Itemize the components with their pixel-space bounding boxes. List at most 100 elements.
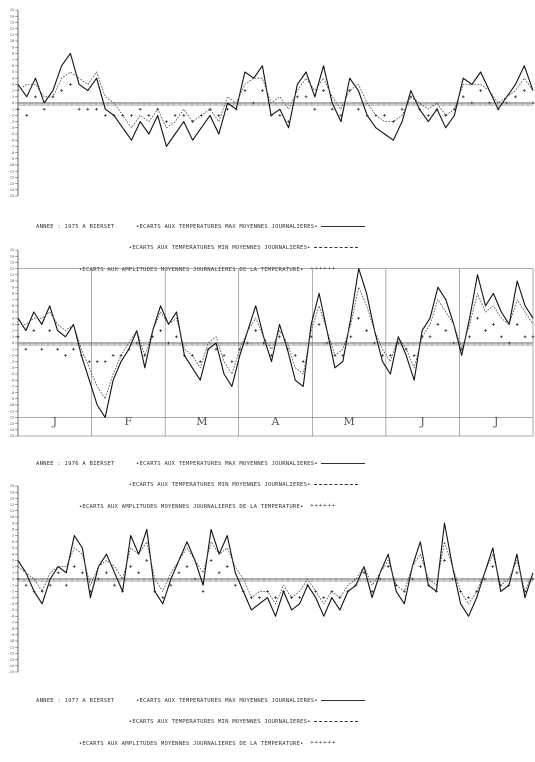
y-tick-label: -14: [8, 188, 14, 192]
amplitude-point: [365, 114, 369, 117]
series-max-line: [17, 522, 534, 617]
amplitude-point: [418, 107, 421, 111]
y-tick-label: 12: [10, 503, 14, 507]
amplitude-point: [262, 341, 266, 345]
y-tick-label: -5: [10, 372, 14, 376]
amplitude-point: [374, 114, 378, 117]
amplitude-point: [507, 341, 511, 345]
y-tick-label: -11: [8, 169, 14, 173]
y-tick-label: -9: [10, 633, 14, 637]
amplitude-point: [453, 107, 456, 111]
amplitude-point: [169, 583, 173, 587]
amplitude-point: [161, 596, 165, 599]
amplitude-point: [270, 354, 273, 357]
amplitude-point: [16, 577, 20, 581]
y-tick-label: 10: [10, 515, 14, 519]
amplitude-point: [333, 354, 337, 357]
y-tick-label: 13: [10, 261, 14, 265]
amplitude-point: [234, 107, 238, 111]
amplitude-point: [461, 95, 465, 99]
amplitude-point: [295, 95, 299, 99]
y-tick-label: -4: [10, 126, 14, 130]
month-label: M: [196, 415, 207, 428]
amplitude-point: [274, 596, 277, 599]
amplitude-point: [402, 590, 406, 593]
amplitude-point: [246, 341, 250, 345]
y-tick-label: -11: [8, 645, 14, 649]
legend-1977: ANNEE : 1977 A BIERSET •ECARTS AUX TEMPE…: [36, 684, 365, 762]
amplitude-point: [269, 114, 273, 117]
y-tick-label: 3: [12, 323, 14, 327]
month-label: J: [52, 415, 57, 428]
legend-amp-label-1975: •ECARTS AUX AMPLITUDES MOYENNES JOURNALI…: [78, 267, 304, 273]
y-tick-label: 6: [12, 540, 14, 544]
amplitude-point: [499, 335, 503, 339]
legend-1975: ANNEE : 1975 A BIERSET •ECARTS AUX TEMPE…: [36, 210, 365, 288]
amplitude-point: [97, 577, 100, 581]
amplitude-point: [409, 95, 413, 99]
amplitude-point: [357, 316, 361, 320]
chart-1975: 1514131211109876543210-1-2-3-4-5-6-7-8-9…: [8, 8, 535, 198]
amplitude-point: [349, 335, 353, 339]
amplitude-point: [346, 590, 350, 593]
legend-dashed-line: [313, 247, 358, 248]
amplitude-point: [16, 335, 20, 339]
amplitude-point: [468, 335, 472, 339]
amplitude-point: [443, 559, 446, 562]
amplitude-point: [89, 590, 92, 593]
amplitude-point: [16, 107, 20, 111]
amplitude-point: [325, 341, 329, 345]
y-tick-label: 15: [10, 248, 14, 252]
amplitude-point: [426, 114, 430, 117]
y-tick-label: 9: [12, 45, 14, 49]
y-tick-label: -6: [10, 378, 14, 382]
y-tick-label: -8: [10, 627, 14, 631]
amplitude-point: [138, 107, 142, 111]
amplitude-point: [51, 95, 55, 99]
amplitude-point: [243, 89, 247, 92]
series-max-line: [17, 268, 534, 418]
legend-max-label-1975: •ECARTS AUX TEMPERATURES MAX MOYENNES JO…: [135, 224, 318, 230]
y-tick-label: -1: [10, 107, 14, 111]
amplitude-point: [362, 571, 366, 575]
y-tick-label: -8: [10, 151, 14, 155]
amplitude-point: [95, 360, 99, 363]
amplitude-point: [72, 347, 75, 351]
amplitude-point: [226, 107, 229, 111]
amplitude-point: [252, 101, 256, 105]
y-tick-label: -1: [10, 347, 14, 351]
y-tick-label: -13: [8, 182, 14, 186]
legend-max-label-1976: •ECARTS AUX TEMPERATURES MAX MOYENNES JO…: [135, 461, 318, 467]
y-tick-label: 6: [12, 64, 14, 68]
amplitude-point: [523, 335, 527, 339]
amplitude-point: [64, 354, 67, 357]
amplitude-point: [64, 583, 68, 587]
amplitude-point: [348, 89, 352, 92]
amplitude-point: [173, 114, 177, 117]
amplitude-point: [137, 571, 141, 575]
month-label: F: [125, 415, 133, 428]
y-tick-label: 14: [10, 254, 14, 258]
amplitude-point: [475, 590, 479, 593]
chart-1977: 1514131211109876543210-1-2-3-4-5-6-7-8-9…: [8, 484, 535, 674]
amplitude-point: [56, 347, 60, 351]
y-tick-label: 1: [12, 95, 14, 99]
legend-plus-marker: ++++++: [310, 266, 337, 272]
y-tick-label: 3: [12, 559, 14, 563]
amplitude-point: [103, 360, 107, 363]
amplitude-point: [164, 120, 168, 123]
y-tick-label: 11: [10, 273, 14, 277]
amplitude-point: [467, 596, 471, 599]
amplitude-point: [420, 335, 424, 339]
amplitude-point: [217, 114, 221, 117]
y-tick-label: 15: [10, 484, 14, 488]
y-tick-label: -9: [10, 157, 14, 161]
amplitude-point: [121, 590, 125, 593]
amplitude-point: [287, 120, 290, 123]
amplitude-point: [79, 354, 83, 357]
amplitude-point: [222, 354, 226, 357]
y-tick-label: -8: [10, 391, 14, 395]
amplitude-point: [201, 590, 205, 593]
amplitude-point: [428, 335, 432, 339]
y-tick-label: -10: [8, 403, 14, 407]
